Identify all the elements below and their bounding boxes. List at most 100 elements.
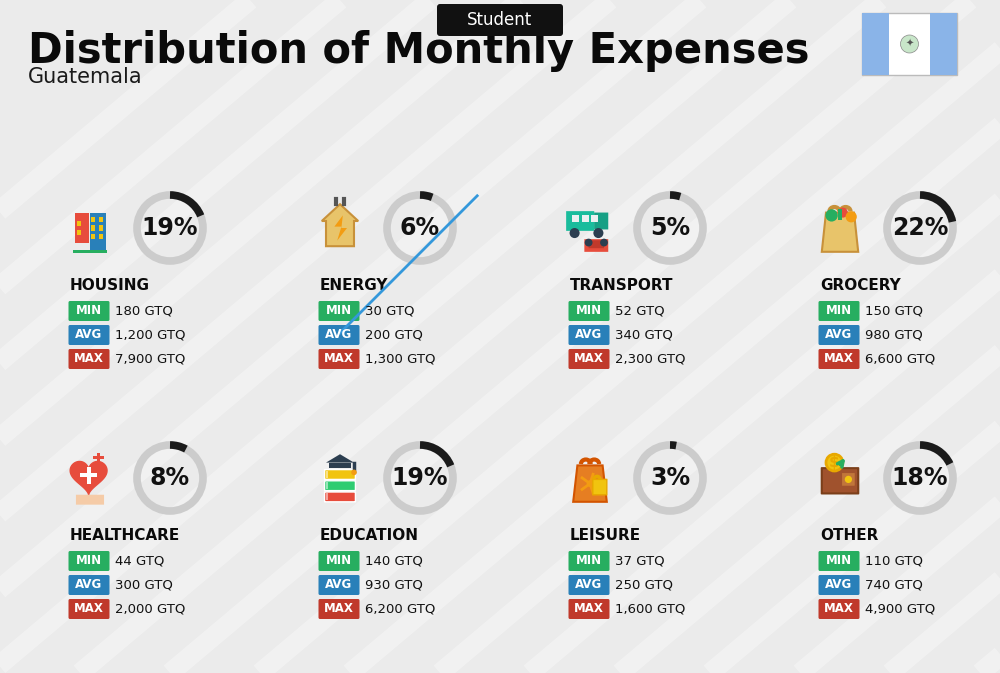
Text: 19%: 19% — [392, 466, 448, 490]
FancyBboxPatch shape — [325, 492, 355, 502]
Text: 30 GTQ: 30 GTQ — [365, 304, 415, 318]
Text: MIN: MIN — [76, 555, 102, 567]
Text: AVG: AVG — [575, 579, 603, 592]
FancyBboxPatch shape — [91, 225, 95, 231]
FancyBboxPatch shape — [68, 575, 110, 595]
Circle shape — [587, 481, 593, 487]
Text: AVG: AVG — [75, 579, 103, 592]
Text: 980 GTQ: 980 GTQ — [865, 328, 923, 341]
Text: MAX: MAX — [74, 353, 104, 365]
Circle shape — [900, 35, 918, 53]
Text: 110 GTQ: 110 GTQ — [865, 555, 923, 567]
Text: 1,200 GTQ: 1,200 GTQ — [115, 328, 186, 341]
Text: 37 GTQ: 37 GTQ — [615, 555, 665, 567]
FancyBboxPatch shape — [589, 240, 604, 248]
Circle shape — [351, 470, 357, 475]
Text: 200 GTQ: 200 GTQ — [365, 328, 423, 341]
Text: 6%: 6% — [400, 216, 440, 240]
Text: 1,300 GTQ: 1,300 GTQ — [365, 353, 436, 365]
Text: 3%: 3% — [650, 466, 690, 490]
FancyBboxPatch shape — [318, 599, 360, 619]
Text: Student: Student — [467, 11, 533, 29]
FancyBboxPatch shape — [326, 471, 328, 478]
FancyBboxPatch shape — [568, 551, 610, 571]
Text: AVG: AVG — [325, 328, 353, 341]
Text: MAX: MAX — [574, 602, 604, 616]
FancyBboxPatch shape — [818, 349, 860, 369]
Text: AVG: AVG — [825, 328, 853, 341]
Text: 4,900 GTQ: 4,900 GTQ — [865, 602, 935, 616]
Text: MAX: MAX — [324, 602, 354, 616]
FancyBboxPatch shape — [568, 301, 610, 321]
Text: MIN: MIN — [826, 304, 852, 318]
FancyBboxPatch shape — [99, 217, 103, 222]
FancyBboxPatch shape — [437, 4, 563, 36]
Text: MAX: MAX — [74, 602, 104, 616]
FancyBboxPatch shape — [566, 211, 594, 231]
Text: MAX: MAX — [574, 353, 604, 365]
Text: Distribution of Monthly Expenses: Distribution of Monthly Expenses — [28, 30, 810, 72]
FancyBboxPatch shape — [584, 239, 608, 252]
Text: MAX: MAX — [824, 602, 854, 616]
FancyBboxPatch shape — [99, 225, 103, 231]
Text: EDUCATION: EDUCATION — [320, 528, 419, 544]
FancyBboxPatch shape — [594, 213, 608, 229]
FancyBboxPatch shape — [68, 325, 110, 345]
FancyBboxPatch shape — [318, 325, 360, 345]
Polygon shape — [334, 215, 347, 241]
Text: 2,000 GTQ: 2,000 GTQ — [115, 602, 185, 616]
Text: AVG: AVG — [575, 328, 603, 341]
Text: 2,300 GTQ: 2,300 GTQ — [615, 353, 686, 365]
Text: Guatemala: Guatemala — [28, 67, 143, 87]
Circle shape — [845, 476, 852, 483]
Text: $: $ — [829, 455, 840, 470]
FancyBboxPatch shape — [572, 215, 579, 222]
Text: 180 GTQ: 180 GTQ — [115, 304, 173, 318]
Polygon shape — [573, 466, 607, 502]
FancyBboxPatch shape — [318, 551, 360, 571]
Circle shape — [585, 239, 593, 246]
Text: LEISURE: LEISURE — [570, 528, 641, 544]
Text: AVG: AVG — [825, 579, 853, 592]
FancyBboxPatch shape — [862, 13, 889, 75]
Text: 740 GTQ: 740 GTQ — [865, 579, 923, 592]
FancyBboxPatch shape — [568, 575, 610, 595]
Text: 930 GTQ: 930 GTQ — [365, 579, 423, 592]
FancyBboxPatch shape — [930, 13, 957, 75]
Polygon shape — [322, 204, 358, 246]
Text: MIN: MIN — [326, 304, 352, 318]
Circle shape — [838, 207, 848, 217]
Circle shape — [593, 228, 603, 238]
Text: 6,200 GTQ: 6,200 GTQ — [365, 602, 435, 616]
Polygon shape — [822, 213, 858, 252]
FancyBboxPatch shape — [862, 13, 957, 75]
FancyBboxPatch shape — [77, 221, 81, 226]
Polygon shape — [70, 462, 107, 495]
FancyBboxPatch shape — [818, 575, 860, 595]
FancyBboxPatch shape — [90, 213, 106, 252]
FancyBboxPatch shape — [91, 217, 95, 222]
Text: 19%: 19% — [142, 216, 198, 240]
Text: 8%: 8% — [150, 466, 190, 490]
Text: 300 GTQ: 300 GTQ — [115, 579, 173, 592]
FancyBboxPatch shape — [329, 462, 351, 468]
FancyBboxPatch shape — [568, 349, 610, 369]
Text: MIN: MIN — [576, 304, 602, 318]
FancyBboxPatch shape — [77, 229, 81, 235]
FancyBboxPatch shape — [93, 456, 104, 459]
FancyBboxPatch shape — [568, 325, 610, 345]
FancyBboxPatch shape — [99, 234, 103, 239]
Text: MIN: MIN — [76, 304, 102, 318]
FancyBboxPatch shape — [76, 495, 104, 505]
Text: GROCERY: GROCERY — [820, 279, 901, 293]
Text: HOUSING: HOUSING — [70, 279, 150, 293]
Text: MAX: MAX — [824, 353, 854, 365]
FancyBboxPatch shape — [818, 301, 860, 321]
FancyBboxPatch shape — [326, 493, 328, 501]
FancyBboxPatch shape — [91, 234, 95, 239]
Text: MIN: MIN — [326, 555, 352, 567]
Circle shape — [825, 209, 838, 221]
FancyBboxPatch shape — [68, 301, 110, 321]
Text: 150 GTQ: 150 GTQ — [865, 304, 923, 318]
FancyBboxPatch shape — [838, 209, 842, 219]
